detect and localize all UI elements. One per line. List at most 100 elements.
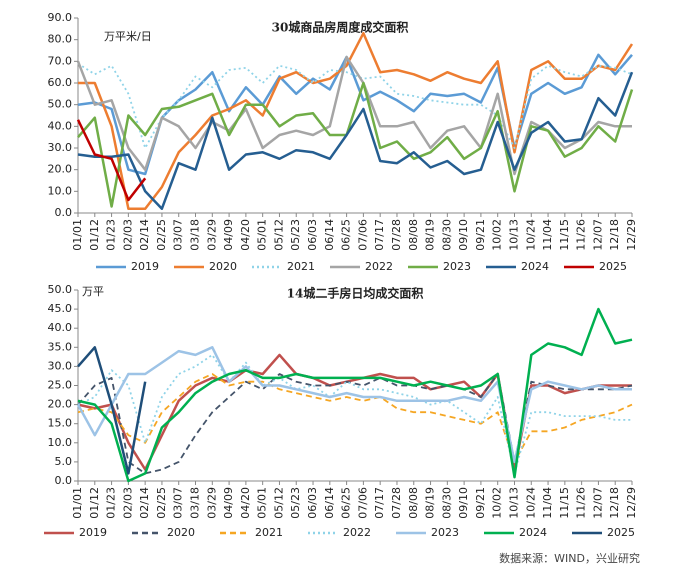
x-tick-label: 01/23	[105, 487, 118, 519]
x-tick-label: 03/07	[172, 219, 185, 251]
legend-label: 2019	[131, 260, 159, 273]
y-tick-label: 30.0	[48, 141, 73, 154]
x-tick-label: 12/18	[608, 487, 621, 519]
x-tick-label: 04/09	[222, 219, 235, 251]
x-tick-label: 12/18	[608, 219, 621, 251]
y-tick-label: 10.0	[48, 184, 73, 197]
x-tick-label: 09/21	[474, 219, 487, 251]
legend-label: 2024	[521, 260, 549, 273]
x-tick-label: 07/17	[373, 487, 386, 519]
legend-label: 2022	[343, 526, 371, 539]
x-tick-label: 05/12	[272, 487, 285, 519]
x-tick-label: 08/19	[424, 487, 437, 519]
y-tick-label: 10.0	[48, 436, 73, 449]
unit-label: 万平	[82, 285, 104, 298]
series-line	[76, 346, 632, 464]
x-tick-label: 06/14	[323, 219, 336, 251]
series-line	[76, 119, 147, 202]
series-line	[78, 31, 634, 210]
x-tick-label: 10/02	[491, 219, 504, 251]
x-tick-label: 11/26	[575, 487, 588, 519]
x-tick-label: 12/07	[591, 487, 604, 519]
legend-label: 2023	[431, 526, 459, 539]
x-tick-label: 04/09	[222, 487, 235, 519]
legend-label: 2020	[209, 260, 237, 273]
x-tick-label: 03/07	[172, 487, 185, 519]
x-tick-label: 07/28	[390, 219, 403, 251]
x-tick-label: 05/12	[272, 219, 285, 251]
series-line	[77, 373, 633, 463]
legend-label: 2023	[443, 260, 471, 273]
x-tick-label: 02/25	[155, 487, 168, 519]
x-tick-label: 07/06	[356, 487, 369, 519]
x-tick-label: 01/23	[105, 219, 118, 251]
x-tick-label: 06/03	[306, 219, 319, 251]
x-tick-label: 11/26	[575, 219, 588, 251]
y-tick-label: 20.0	[48, 163, 73, 176]
chart-title: 14城二手房日均成交面积	[287, 286, 424, 301]
x-tick-label: 07/28	[390, 487, 403, 519]
y-tick-label: 5.0	[55, 455, 73, 468]
x-tick-label: 11/15	[558, 487, 571, 519]
x-tick-label: 02/14	[138, 487, 151, 519]
legend-label: 2020	[167, 526, 195, 539]
x-tick-label: 11/15	[558, 219, 571, 251]
x-tick-label: 12/07	[591, 219, 604, 251]
y-tick-label: 20.0	[48, 398, 73, 411]
x-tick-label: 03/18	[189, 487, 202, 519]
x-tick-label: 12/29	[625, 219, 638, 251]
x-tick-label: 08/19	[424, 219, 437, 251]
x-tick-label: 05/23	[289, 219, 302, 251]
legend-label: 2025	[607, 526, 635, 539]
series-line	[76, 55, 632, 176]
x-tick-label: 01/01	[71, 219, 84, 251]
y-tick-label: 45.0	[48, 302, 73, 315]
x-tick-label: 09/10	[457, 219, 470, 251]
x-tick-label: 02/14	[138, 219, 151, 251]
y-tick-label: 50.0	[48, 98, 73, 111]
x-tick-label: 05/23	[289, 487, 302, 519]
y-tick-label: 80.0	[48, 33, 73, 46]
x-tick-label: 08/30	[440, 487, 453, 519]
legend-label: 2021	[255, 526, 283, 539]
x-tick-label: 08/08	[407, 487, 420, 519]
y-tick-label: 70.0	[48, 54, 73, 67]
x-tick-label: 02/25	[155, 219, 168, 251]
series-line	[77, 71, 634, 210]
x-tick-label: 06/14	[323, 487, 336, 519]
y-tick-label: 40.0	[48, 321, 73, 334]
x-tick-label: 05/01	[256, 219, 269, 251]
unit-label: 万平米/日	[104, 30, 152, 43]
y-tick-label: 15.0	[48, 417, 73, 430]
y-tick-label: 0.0	[55, 474, 73, 487]
x-tick-label: 01/01	[71, 487, 84, 519]
x-tick-label: 06/25	[340, 487, 353, 519]
x-tick-label: 10/13	[507, 219, 520, 251]
x-tick-label: 06/25	[340, 219, 353, 251]
x-tick-label: 07/06	[356, 219, 369, 251]
x-tick-label: 11/04	[541, 219, 554, 251]
series-line	[77, 373, 633, 475]
legend-label: 2025	[599, 260, 627, 273]
x-tick-label: 10/24	[524, 219, 537, 251]
x-tick-label: 06/03	[306, 487, 319, 519]
y-tick-label: 30.0	[48, 359, 73, 372]
x-tick-label: 04/20	[239, 487, 252, 519]
x-tick-label: 02/03	[121, 487, 134, 519]
x-tick-label: 12/29	[625, 487, 638, 519]
x-tick-label: 07/17	[373, 219, 386, 251]
x-tick-label: 04/20	[239, 219, 252, 251]
legend-label: 2024	[519, 526, 547, 539]
x-tick-label: 09/10	[457, 487, 470, 519]
x-tick-label: 01/12	[88, 487, 101, 519]
x-tick-label: 03/18	[189, 219, 202, 251]
y-tick-label: 90.0	[48, 11, 73, 24]
y-tick-label: 0.0	[55, 206, 73, 219]
series-line	[77, 307, 633, 483]
series-line	[77, 53, 633, 176]
y-tick-label: 40.0	[48, 119, 73, 132]
legend-label: 2021	[287, 260, 315, 273]
x-tick-label: 10/02	[491, 487, 504, 519]
x-tick-label: 01/12	[88, 219, 101, 251]
